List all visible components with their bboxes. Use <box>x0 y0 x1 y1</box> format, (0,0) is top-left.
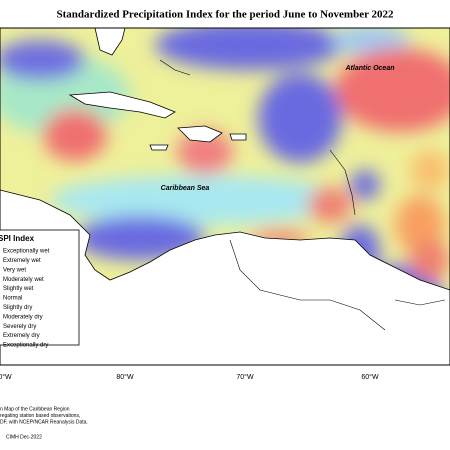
note-line: n Map of the Caribbean Region <box>0 406 70 412</box>
longitude-label: 0°W <box>0 373 12 381</box>
longitude-labels: 0°W 80°W 70°W 60°W <box>0 373 379 381</box>
legend-item: Slightly dry <box>3 305 32 311</box>
longitude-label: 70°W <box>236 373 254 381</box>
longitude-label: 80°W <box>116 373 134 381</box>
legend-title: SPI Index <box>0 234 35 243</box>
credit: CIMH Dec-2022 <box>6 434 42 440</box>
legend-item: Very wet <box>3 267 26 273</box>
legend-item: Moderately wet <box>3 277 44 283</box>
legend-item: Exceptionally dry <box>3 343 48 349</box>
note-line: DF, with NCEP/NCAR Reanalysis Data. <box>0 419 88 425</box>
legend-item: Extremely dry <box>3 333 40 339</box>
sea-label: Caribbean Sea <box>161 185 210 192</box>
legend: SPI Index Exceptionally wet Extremely wet… <box>0 229 80 349</box>
map-frame <box>0 27 450 366</box>
note-line: regating station based observations, <box>0 413 80 419</box>
longitude-label: 60°W <box>361 373 379 381</box>
legend-item: Normal <box>3 296 22 302</box>
ocean-label: Atlantic Ocean <box>344 65 394 72</box>
map-title: Standardized Precipitation Index for the… <box>56 9 394 21</box>
legend-item: Slightly wet <box>3 286 34 292</box>
legend-item: Extremely wet <box>3 258 41 264</box>
legend-item: Exceptionally wet <box>3 249 50 255</box>
legend-item: Severely dry <box>3 324 36 330</box>
spi-field <box>0 28 450 365</box>
legend-item: Moderately dry <box>3 314 43 320</box>
